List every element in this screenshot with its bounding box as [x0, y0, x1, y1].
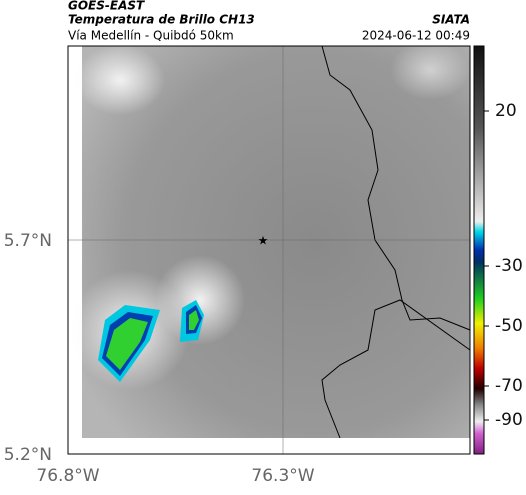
colorbar-label: -50: [495, 316, 523, 336]
agency-label: SIATA: [432, 13, 470, 27]
lat-label: 5.2°N: [4, 445, 52, 465]
colorbar-label: -90: [495, 410, 523, 430]
region-label: Vía Medellín - Quibdó 50km: [68, 29, 234, 43]
colorbar-label: 20: [495, 101, 517, 121]
timestamp: 2024-06-12 00:49: [362, 29, 470, 43]
product-title: Temperatura de Brillo CH13: [68, 13, 255, 27]
colorbar: [473, 45, 485, 455]
lat-label: 5.7°N: [4, 231, 52, 251]
colorbar-label: -70: [495, 376, 523, 396]
lon-label: 76.3°W: [251, 466, 314, 486]
colorbar-label: -30: [495, 256, 523, 276]
satellite-image: ★: [68, 40, 471, 454]
source-title: GOES-EAST: [68, 0, 145, 13]
labels: 5.7°N 5.2°N76.8°W 76.3°W 20 -30 -50 -70 -90: [4, 101, 523, 486]
svg-text:★: ★: [258, 234, 269, 248]
map-frame: [67, 45, 471, 455]
lon-label: 76.8°W: [36, 466, 99, 486]
